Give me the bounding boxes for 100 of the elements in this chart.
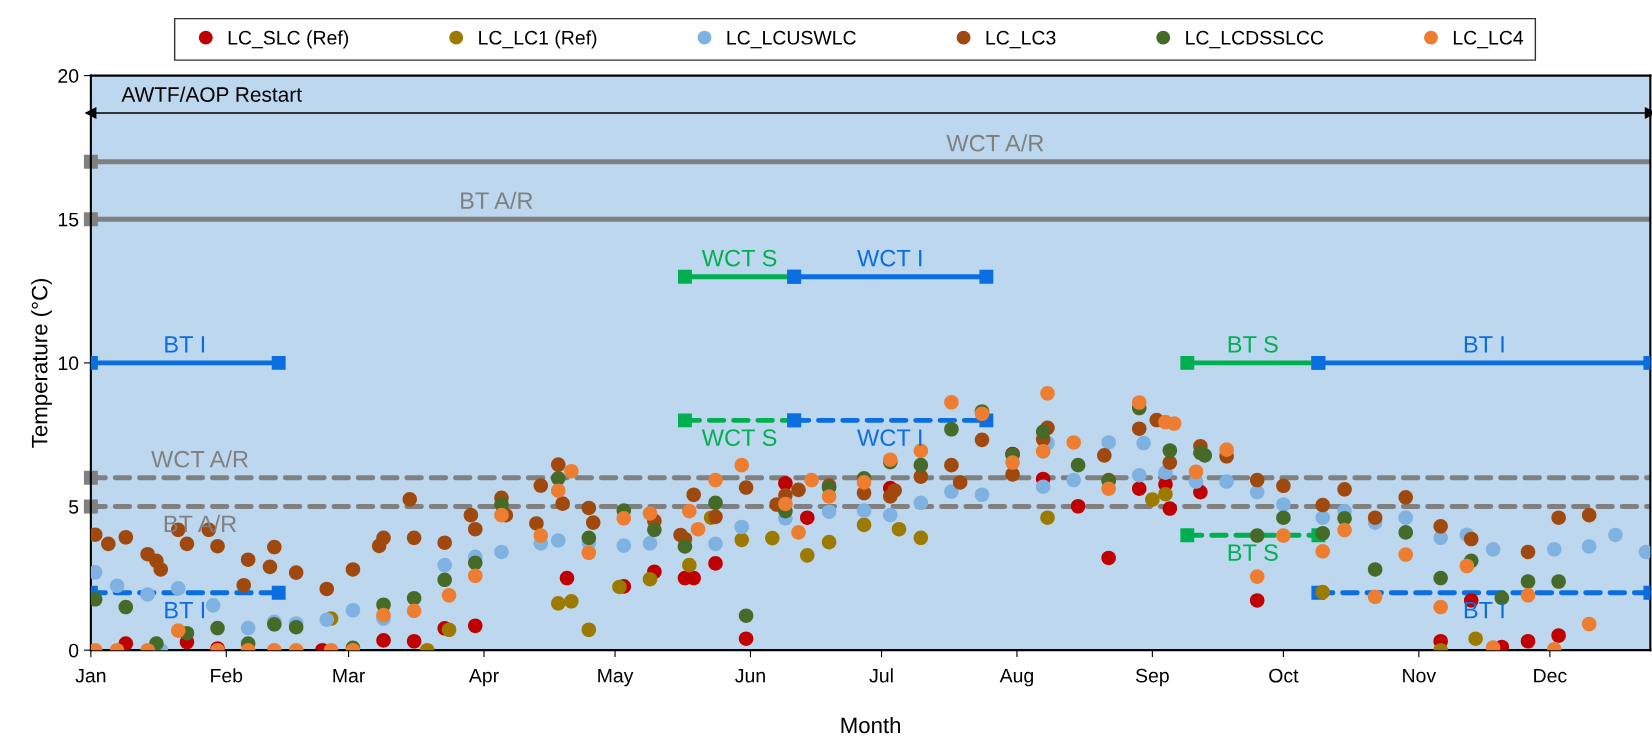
- point: [1433, 570, 1448, 586]
- point: [1035, 444, 1051, 459]
- point: [1219, 442, 1234, 457]
- point: [1040, 386, 1055, 401]
- point: [891, 521, 907, 537]
- point: [494, 507, 509, 523]
- point: [913, 457, 929, 473]
- series-label: BT I: [1464, 601, 1504, 619]
- point: [441, 622, 457, 638]
- point: [856, 503, 872, 518]
- point: [564, 594, 579, 609]
- y-tick-label: 10: [58, 356, 79, 371]
- point: [1070, 498, 1086, 514]
- x-tick-label: Jan: [75, 668, 106, 683]
- point: [1035, 479, 1051, 494]
- x-tick-label: Mar: [333, 668, 366, 683]
- point: [1276, 528, 1291, 543]
- point: [1315, 510, 1331, 526]
- point: [1066, 435, 1082, 450]
- legend-label: LC_LC1 (Ref): [479, 30, 597, 49]
- x-axis-title: Month: [841, 716, 901, 734]
- point: [1546, 542, 1562, 557]
- point: [678, 413, 692, 428]
- point: [1136, 435, 1151, 451]
- point: [376, 633, 391, 648]
- point: [1131, 395, 1147, 410]
- point: [345, 602, 361, 618]
- point: [406, 633, 422, 649]
- point: [1166, 416, 1182, 431]
- point: [913, 530, 929, 546]
- point: [1608, 527, 1623, 543]
- point: [821, 504, 837, 519]
- point: [642, 536, 658, 551]
- point: [682, 503, 697, 519]
- ref-line-label: WCT A/R: [946, 134, 1044, 152]
- point: [678, 269, 692, 284]
- x-tick-label: May: [598, 668, 634, 687]
- point: [467, 568, 483, 584]
- point: [581, 622, 597, 638]
- legend-label: LC_LC3: [986, 30, 1056, 49]
- point: [708, 495, 723, 511]
- series-label: BT I: [165, 336, 205, 353]
- series-label: BT S: [1228, 544, 1278, 561]
- y-tick-label: 5: [69, 500, 79, 514]
- y-tick-label: 15: [58, 212, 79, 227]
- point: [1249, 484, 1265, 500]
- point: [1101, 481, 1116, 496]
- series-label: WCT S: [701, 429, 777, 447]
- point: [734, 519, 750, 535]
- series-label: BT I: [165, 601, 205, 619]
- point: [974, 487, 990, 503]
- point: [647, 522, 662, 538]
- point: [708, 472, 723, 488]
- point: [1520, 574, 1536, 589]
- point: [1131, 481, 1147, 496]
- point: [437, 572, 452, 588]
- point: [1040, 510, 1055, 526]
- point: [738, 608, 754, 623]
- point: [1249, 593, 1265, 608]
- point: [1337, 522, 1352, 538]
- series-label: WCT I: [857, 249, 922, 267]
- series-label: AWTF/AOP Restart: [121, 86, 302, 102]
- point: [1398, 525, 1414, 540]
- point: [1315, 584, 1331, 600]
- point: [612, 579, 627, 595]
- point: [642, 506, 658, 521]
- point: [1162, 443, 1178, 458]
- point: [738, 631, 754, 646]
- point: [1551, 574, 1566, 589]
- point: [799, 510, 815, 526]
- point: [1398, 547, 1414, 562]
- point: [1581, 539, 1597, 554]
- point: [690, 521, 706, 537]
- point: [1145, 492, 1160, 507]
- ref-line-label: WCT A/R: [151, 450, 248, 468]
- point: [682, 557, 697, 573]
- point: [564, 463, 579, 479]
- point: [677, 539, 693, 554]
- point: [1101, 550, 1116, 566]
- point: [406, 590, 422, 606]
- point: [821, 534, 837, 550]
- point: [944, 394, 959, 410]
- x-tick-label: Aug: [999, 668, 1033, 687]
- point: [856, 475, 872, 490]
- point: [734, 457, 750, 473]
- point: [550, 533, 566, 548]
- point: [616, 538, 632, 553]
- point: [616, 511, 632, 526]
- point: [1367, 589, 1383, 605]
- y-tick-label: 0: [69, 643, 79, 658]
- point: [1158, 486, 1173, 502]
- point: [765, 530, 780, 546]
- point: [1035, 424, 1051, 440]
- point: [1219, 474, 1234, 489]
- point: [1276, 510, 1291, 526]
- x-tick-label: Dec: [1534, 668, 1567, 683]
- y-tick-label: 20: [58, 69, 79, 83]
- point: [376, 607, 391, 623]
- point: [1581, 616, 1597, 632]
- legend-label: LC_LCUSWLC: [727, 30, 856, 49]
